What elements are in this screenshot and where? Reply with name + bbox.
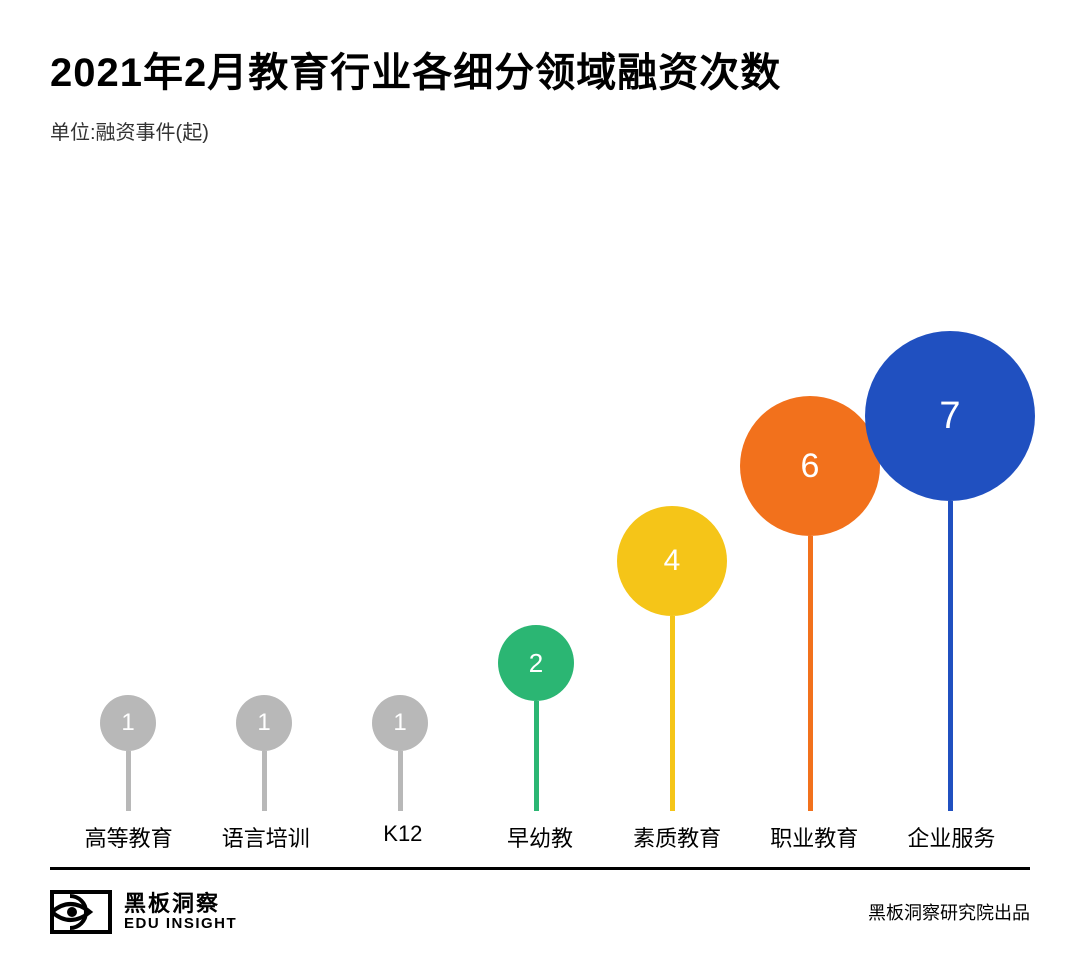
lollipop-item: 1 [60, 695, 196, 811]
lollipop-value: 1 [393, 709, 406, 737]
lollipop-bubble: 7 [865, 331, 1035, 501]
lollipop-bubble: 4 [617, 506, 727, 616]
chart-subtitle: 单位:融资事件(起) [50, 116, 1030, 145]
x-axis-label: 企业服务 [883, 821, 1020, 853]
lollipop-bubble: 6 [740, 396, 880, 536]
x-axis-label: K12 [334, 821, 471, 853]
chart-baseline [50, 867, 1030, 870]
x-axis-label: 职业教育 [746, 821, 883, 853]
lollipop-item: 1 [196, 695, 332, 811]
lollipop-item: 2 [468, 625, 604, 811]
lollipop-stem [398, 751, 403, 811]
brand-block: 黑板洞察 EDU INSIGHT [50, 890, 237, 934]
chart-title: 2021年2月教育行业各细分领域融资次数 [50, 40, 1030, 98]
x-axis-label: 高等教育 [60, 821, 197, 853]
lollipop-stem [126, 751, 131, 811]
lollipop-stem [534, 701, 539, 811]
lollipop-value: 7 [939, 395, 960, 438]
chart-plot-area: 1 1 1 2 4 6 7 [50, 175, 1030, 811]
lollipop-item: 6 [740, 396, 880, 811]
lollipop-bubble: 1 [372, 695, 428, 751]
lollipop-item: 1 [332, 695, 468, 811]
lollipop-value: 6 [801, 447, 820, 486]
lollipop-value: 4 [664, 544, 681, 578]
x-axis-label: 素质教育 [609, 821, 746, 853]
lollipop-value: 2 [529, 648, 543, 679]
lollipop-bubble: 2 [498, 625, 574, 701]
lollipop-item: 7 [880, 331, 1020, 811]
lollipop-item: 4 [604, 506, 740, 811]
lollipop-value: 1 [121, 709, 134, 737]
x-axis: 高等教育语言培训K12早幼教素质教育职业教育企业服务 [50, 821, 1030, 870]
x-axis-label: 语言培训 [197, 821, 334, 853]
lollipop-bubble: 1 [236, 695, 292, 751]
lollipop-stem [262, 751, 267, 811]
lollipop-value: 1 [257, 709, 270, 737]
footer: 黑板洞察 EDU INSIGHT 黑板洞察研究院出品 [50, 890, 1030, 934]
lollipop-bubble: 1 [100, 695, 156, 751]
credit-text: 黑板洞察研究院出品 [868, 899, 1030, 925]
lollipop-stem [670, 616, 675, 811]
brand-name-cn: 黑板洞察 [124, 892, 237, 916]
brand-logo-icon [50, 890, 112, 934]
lollipop-stem [808, 536, 813, 811]
lollipop-stem [948, 501, 953, 811]
brand-name-en: EDU INSIGHT [124, 916, 237, 933]
x-axis-label: 早幼教 [471, 821, 608, 853]
